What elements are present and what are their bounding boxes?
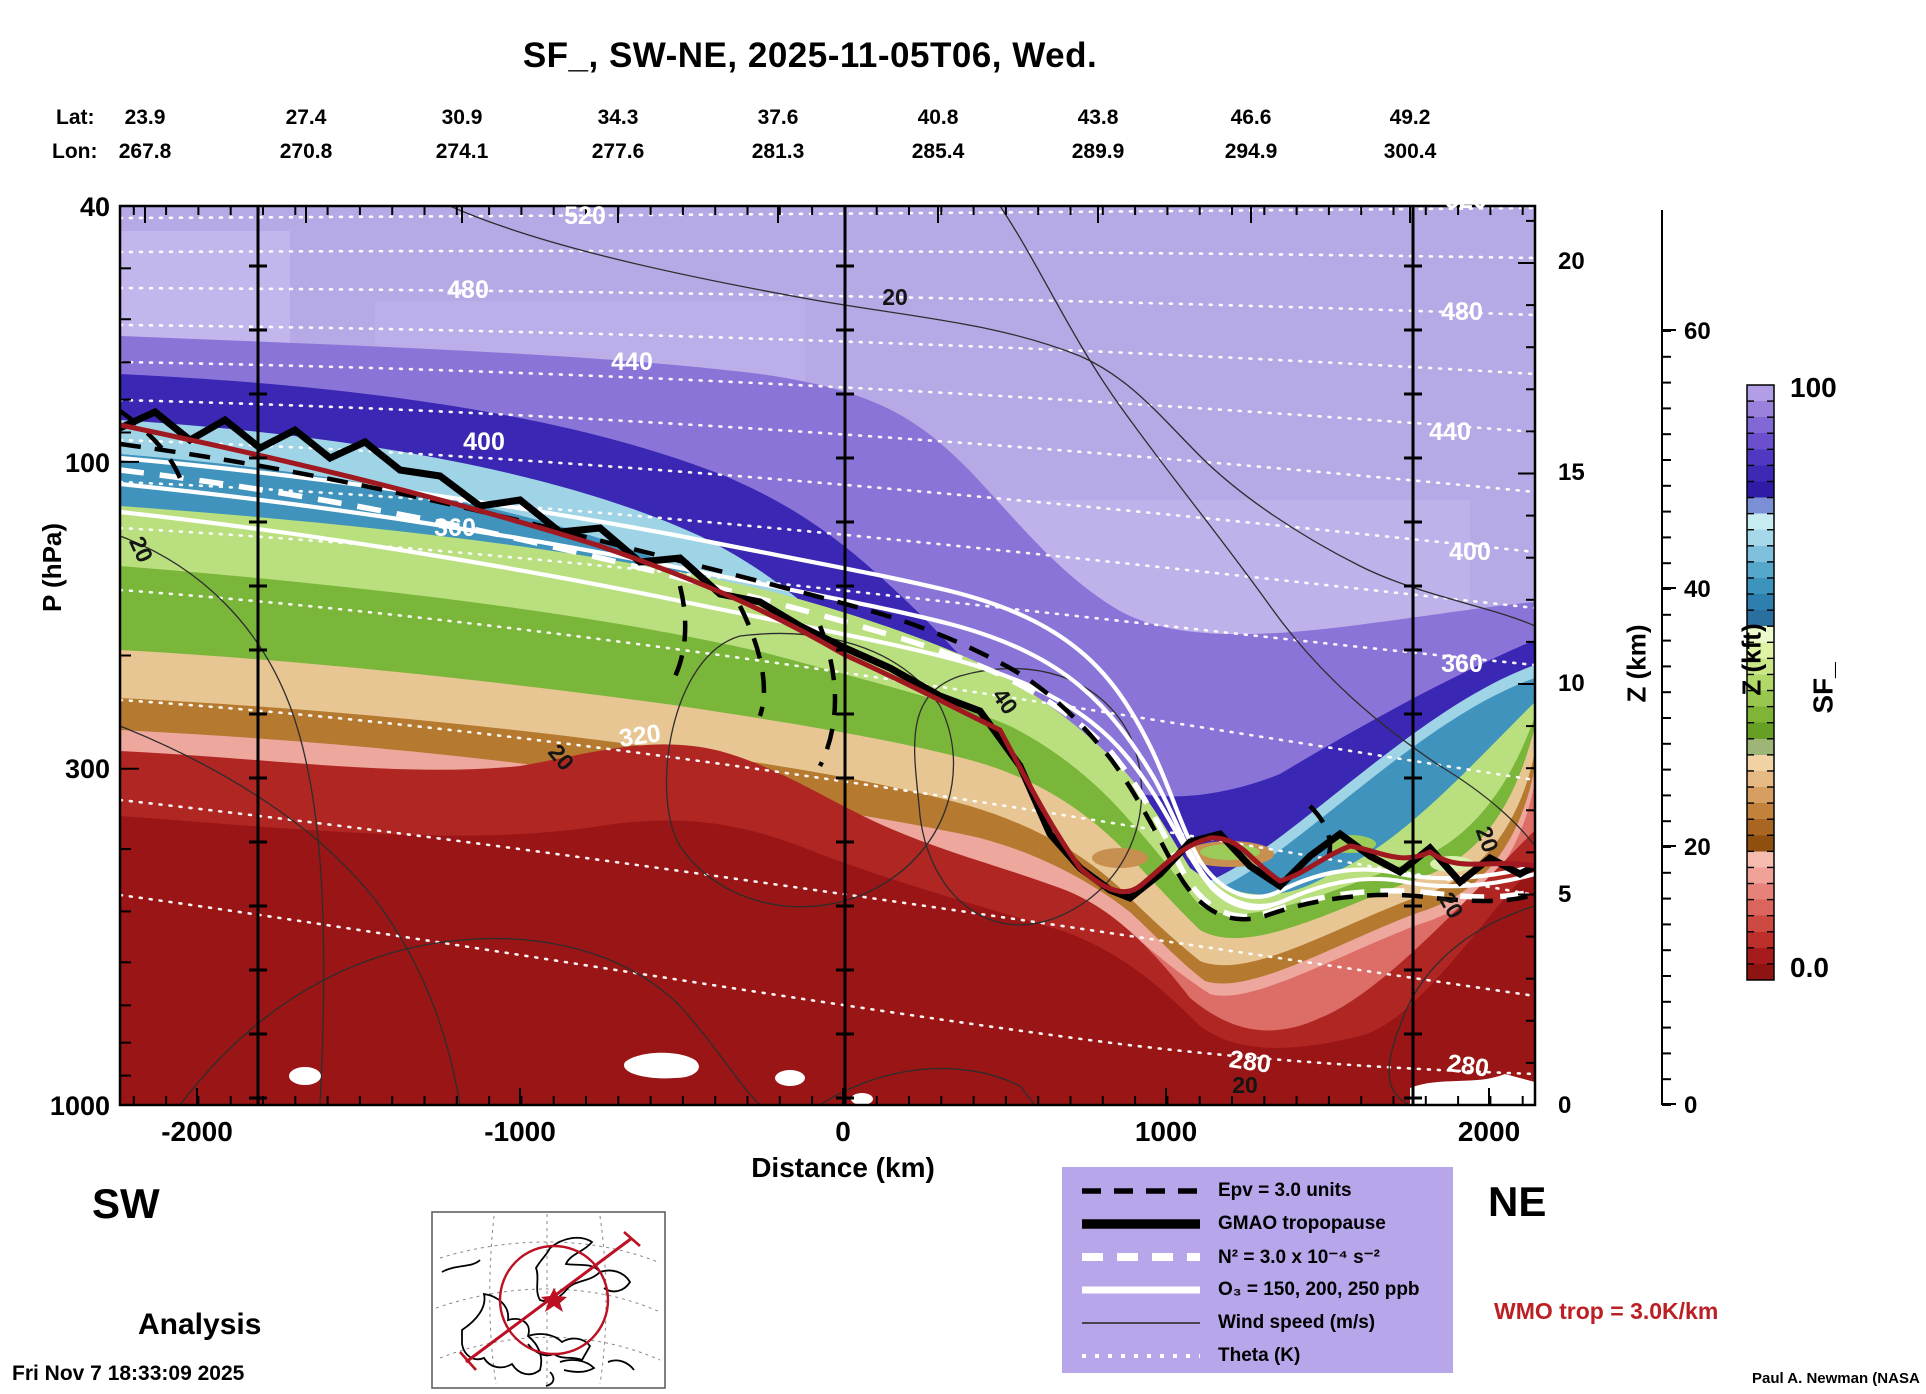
theta-label-320: 320 [617,719,663,753]
lon-value: 285.4 [911,140,965,163]
lat-value: 37.6 [757,106,799,129]
lon-value: 289.9 [1071,140,1125,163]
page-title: SF_, SW-NE, 2025-11-05T06, Wed. [522,36,1098,75]
lat-value: 23.9 [124,106,166,129]
ne-corner-label: NE [1488,1178,1547,1225]
kft-axis [1661,210,1676,1106]
p-tick: 1000 [49,1091,110,1121]
vertical-marker-lines [249,206,1422,1105]
x-tick: 0 [835,1116,851,1147]
lon-value: 270.8 [279,140,333,163]
theta-label-280-right: 280 [1445,1049,1491,1083]
x-tick: -2000 [161,1116,233,1147]
zkm-tick: 20 [1558,248,1585,275]
legend-item-epv: Epv = 3.0 units [1218,1180,1352,1201]
credit: Paul A. Newman (NASA [1752,1370,1920,1387]
lat-row-label: Lat: [56,106,95,129]
analysis-label: Analysis [138,1308,262,1341]
zkm-tick: 15 [1558,459,1585,486]
sw-corner-label: SW [92,1180,160,1227]
legend-item-wind: Wind speed (m/s) [1218,1312,1376,1333]
theta-label-400: 400 [463,428,505,456]
theta-label-440-right: 440 [1429,418,1471,446]
p-tick: 300 [64,754,110,784]
zkft-axis-label: Z (kft) [1736,623,1767,696]
theta-label-400-right: 400 [1449,538,1491,566]
zkft-tick: 0 [1684,1092,1698,1119]
legend-item-n2: N² = 3.0 x 10⁻⁴ s⁻² [1218,1247,1381,1268]
p-tick: 40 [79,192,110,222]
x-tick: -1000 [484,1116,556,1147]
lon-value: 277.6 [591,140,645,163]
timestamp: Fri Nov 7 18:33:09 2025 [12,1362,245,1385]
p-tick: 100 [64,448,110,478]
map-star-icon [541,1288,567,1312]
x-tick: 2000 [1457,1116,1521,1147]
wmo-tropopause-line [120,422,1535,895]
colorbar-max: 100 [1790,372,1837,403]
surface-cutouts [289,1052,1535,1105]
wind-label-20: 20 [1232,1072,1258,1098]
zkm-axis-label: Z (km) [1621,624,1652,703]
theta-label-360: 360 [434,514,476,542]
lat-value: 40.8 [917,106,959,129]
theta-label-440: 440 [611,348,653,376]
lon-value: 300.4 [1383,140,1437,163]
theta-label-520: 520 [564,202,606,230]
lat-value: 30.9 [441,106,483,129]
lon-value: 281.3 [751,140,805,163]
x-tick: 1000 [1134,1116,1198,1147]
zkft-tick: 20 [1684,834,1711,861]
theta-label-480-right: 480 [1441,298,1483,326]
colorbar-label: SF_ [1807,662,1839,714]
theta-label-360-right: 360 [1441,650,1483,678]
legend-item-gmao: GMAO tropopause [1218,1213,1386,1234]
zkft-tick: 40 [1684,576,1711,603]
theta-contours [120,206,1535,1076]
legend-item-theta: Theta (K) [1218,1345,1301,1366]
field-shading [120,206,1535,1105]
zkm-tick: 0 [1558,1092,1572,1119]
lon-value: 274.1 [435,140,489,163]
lon-value: 294.9 [1224,140,1278,163]
colorbar [1746,384,1775,981]
map-section-marker [459,1231,641,1371]
legend-samples [1062,1167,1453,1373]
zkft-tick: 60 [1684,318,1711,345]
lat-value: 43.8 [1077,106,1119,129]
colorbar-min: 0.0 [1790,952,1829,983]
legend-box [1062,1167,1453,1373]
theta-label-520-right: 520 [1445,186,1487,214]
axis-ticks [120,205,1535,1106]
gmao-tropopause-line [120,407,1535,903]
lat-value: 34.3 [597,106,639,129]
wind-contours [120,206,1535,1105]
lon-row-label: Lon: [52,140,98,163]
theta-label-480: 480 [447,276,489,304]
x-axis-label: Distance (km) [751,1152,935,1183]
map-inset [431,1211,666,1389]
p-axis-label: P (hPa) [37,522,68,613]
zkm-tick: 5 [1558,881,1572,908]
legend-item-o3: O₃ = 150, 200, 250 ppb [1218,1279,1420,1300]
wmo-trop-note: WMO trop = 3.0K/km [1494,1298,1719,1324]
lat-value: 49.2 [1389,106,1431,129]
lat-value: 46.6 [1230,106,1272,129]
lon-value: 267.8 [118,140,172,163]
lat-value: 27.4 [285,106,327,129]
map-graticule [435,1214,661,1386]
wind-label-20: 20 [882,284,908,310]
zkm-tick: 10 [1558,670,1585,697]
